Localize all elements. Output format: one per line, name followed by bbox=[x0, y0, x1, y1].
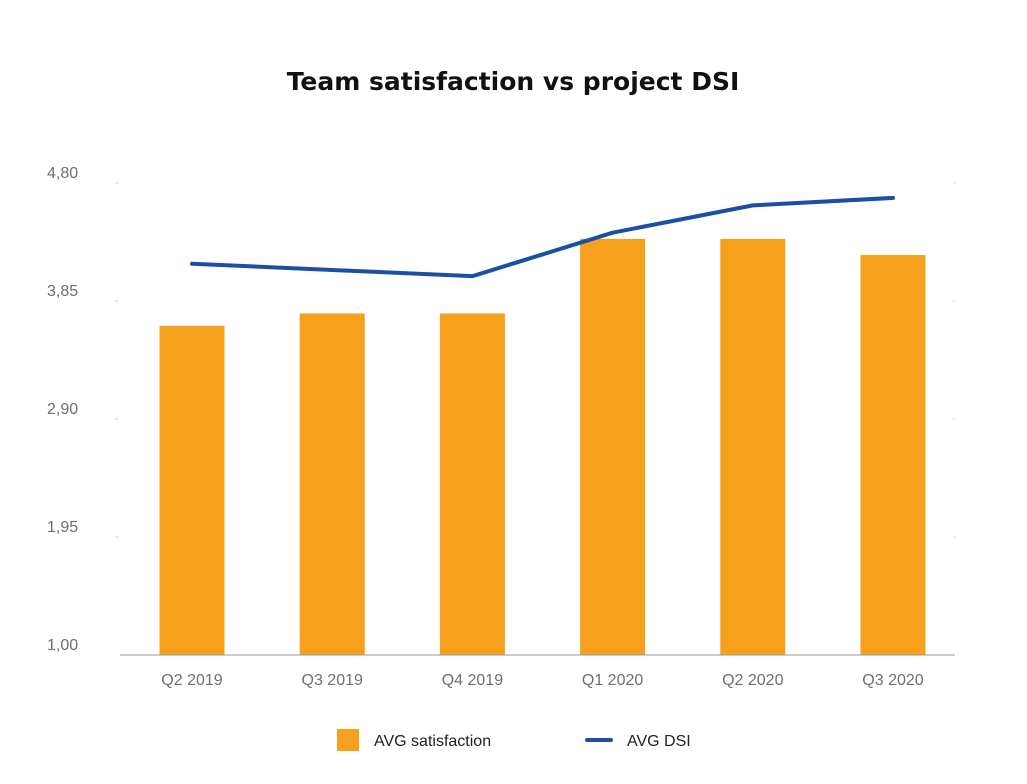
bar bbox=[580, 238, 646, 656]
x-tick-label: Q4 2019 bbox=[442, 672, 503, 689]
legend-label-dsi: AVG DSI bbox=[627, 733, 691, 750]
y-tick-label: 2,90 bbox=[47, 401, 78, 418]
bar bbox=[720, 238, 786, 656]
dsi-line bbox=[190, 195, 895, 279]
y-axis: 1,00 1,95 2,90 3,85 4,80 bbox=[47, 165, 956, 654]
bar bbox=[299, 313, 365, 655]
x-tick-label: Q2 2020 bbox=[722, 672, 783, 689]
line-series bbox=[190, 195, 895, 279]
y-tick-label: 1,00 bbox=[47, 637, 78, 654]
legend-swatch-satisfaction bbox=[337, 729, 359, 751]
y-tick-label: 3,85 bbox=[47, 283, 78, 300]
legend: AVG satisfaction AVG DSI bbox=[337, 729, 691, 751]
bar bbox=[860, 255, 926, 655]
x-tick-label: Q3 2019 bbox=[302, 672, 363, 689]
x-tick-label: Q2 2019 bbox=[161, 672, 222, 689]
x-tick-label: Q1 2020 bbox=[582, 672, 643, 689]
legend-label-satisfaction: AVG satisfaction bbox=[374, 733, 491, 750]
chart-title: Team satisfaction vs project DSI bbox=[287, 67, 740, 96]
bar bbox=[159, 325, 225, 655]
x-axis: Q2 2019 Q3 2019 Q4 2019 Q1 2020 Q2 2020 Q3 20… bbox=[120, 654, 955, 689]
y-tick-label: 4,80 bbox=[47, 165, 78, 182]
bar-series bbox=[159, 238, 926, 656]
x-tick-label: Q3 2020 bbox=[862, 672, 923, 689]
bar bbox=[439, 313, 505, 655]
y-tick-label: 1,95 bbox=[47, 519, 78, 536]
